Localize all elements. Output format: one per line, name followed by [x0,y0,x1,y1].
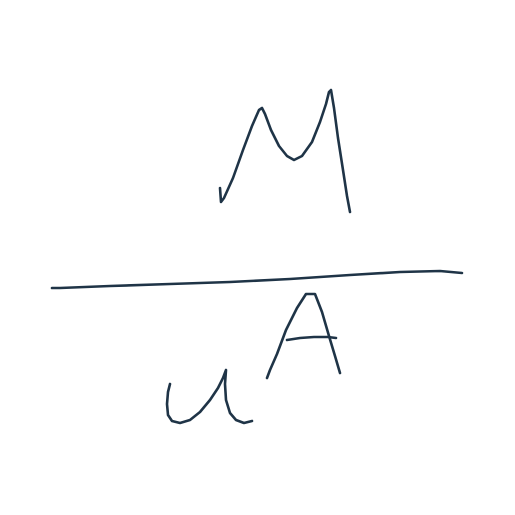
m-stroke-1 [218,88,352,214]
numerator-letter-m [218,88,352,214]
fraction-bar [50,269,464,290]
denominator-letter-u [165,368,254,425]
a-crossbar [285,335,338,342]
a-stroke-1 [265,292,342,380]
u-stroke-1 [165,368,254,425]
denominator-superscript-a [265,292,342,380]
